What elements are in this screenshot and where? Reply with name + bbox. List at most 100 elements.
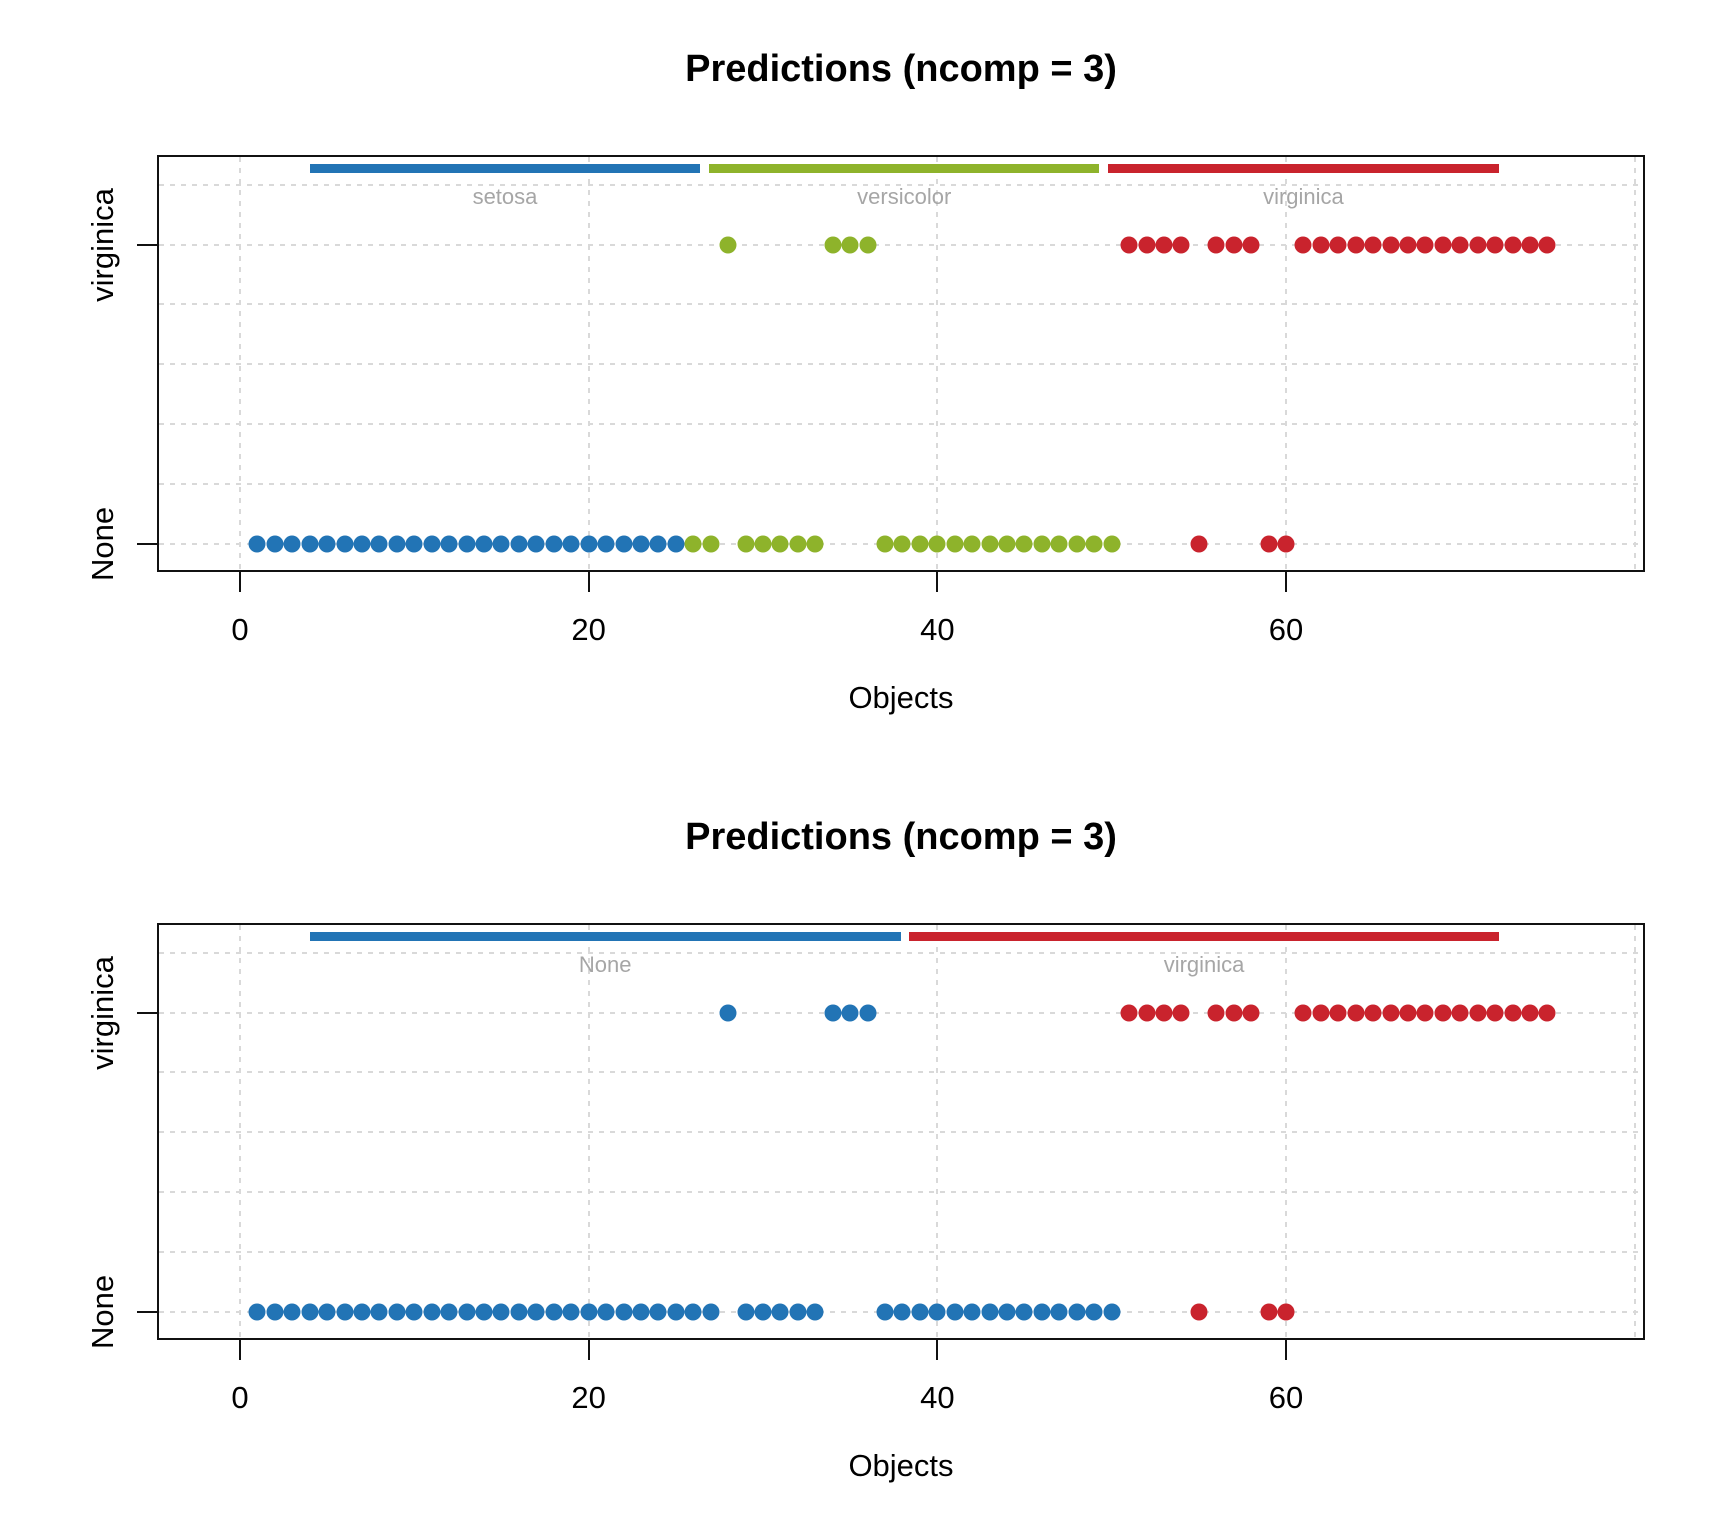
data-point <box>388 1303 406 1321</box>
data-point <box>527 1303 545 1321</box>
data-point <box>1416 1004 1434 1022</box>
data-point <box>510 535 528 553</box>
data-point <box>440 535 458 553</box>
data-point <box>911 535 929 553</box>
v-gridline <box>936 925 939 1338</box>
data-point <box>248 535 266 553</box>
data-point <box>283 535 301 553</box>
h-gridline <box>159 483 1643 485</box>
x-tick-label: 20 <box>571 612 606 647</box>
prediction-plot-top: Predictions (ncomp = 3) setosa versicolor… <box>85 48 1645 715</box>
data-point <box>1207 236 1225 254</box>
data-point <box>632 1303 650 1321</box>
data-point <box>597 1303 615 1321</box>
data-point <box>492 535 510 553</box>
reference-bar <box>909 932 1499 941</box>
data-point <box>789 535 807 553</box>
data-point <box>1138 1004 1156 1022</box>
data-point <box>684 535 702 553</box>
data-point <box>423 535 441 553</box>
data-point <box>667 1303 685 1321</box>
data-point <box>946 1303 964 1321</box>
data-point <box>702 1303 720 1321</box>
data-point <box>771 1303 789 1321</box>
data-point <box>702 535 720 553</box>
data-point <box>1277 535 1295 553</box>
data-point <box>1329 1004 1347 1022</box>
reference-bar <box>708 164 1100 173</box>
data-point <box>1538 236 1556 254</box>
data-point <box>981 535 999 553</box>
h-gridline <box>159 244 1643 246</box>
x-axis-title: Objects <box>848 680 954 715</box>
data-point <box>1434 236 1452 254</box>
data-point <box>1015 535 1033 553</box>
data-point <box>527 535 545 553</box>
prediction-plot-bottom: Predictions (ncomp = 3) None virginica 0 20… <box>0 768 1728 1536</box>
v-gridline <box>587 157 590 570</box>
data-point <box>1451 1004 1469 1022</box>
data-point <box>1504 236 1522 254</box>
plot-title: Predictions (ncomp = 3) <box>685 816 1117 858</box>
data-point <box>771 535 789 553</box>
v-gridline <box>1284 157 1287 570</box>
data-point <box>1364 236 1382 254</box>
data-point <box>1312 1004 1330 1022</box>
data-point <box>492 1303 510 1321</box>
data-point <box>266 535 284 553</box>
data-point <box>405 535 423 553</box>
v-gridline <box>1633 157 1636 570</box>
reference-bar <box>309 932 901 941</box>
x-tick-label: 0 <box>231 612 249 647</box>
data-point <box>963 1303 981 1321</box>
data-point <box>458 1303 476 1321</box>
data-point <box>1312 236 1330 254</box>
data-point <box>824 1004 842 1022</box>
data-point <box>283 1303 301 1321</box>
y-tick-label: virginica <box>85 956 120 1070</box>
data-point <box>649 1303 667 1321</box>
x-tick-label: 60 <box>1268 1380 1304 1415</box>
data-point <box>1382 1004 1400 1022</box>
data-point <box>1260 535 1278 553</box>
h-gridline <box>159 184 1643 186</box>
data-point <box>911 1303 929 1321</box>
data-point <box>841 236 859 254</box>
data-point <box>301 1303 319 1321</box>
x-tick-label: 60 <box>1268 612 1304 647</box>
data-point <box>1225 1004 1243 1022</box>
h-gridline <box>159 1131 1643 1133</box>
data-point <box>597 535 615 553</box>
data-point <box>545 1303 563 1321</box>
data-point <box>649 535 667 553</box>
data-point <box>1538 1004 1556 1022</box>
data-point <box>667 535 685 553</box>
data-point <box>562 1303 580 1321</box>
data-point <box>1469 236 1487 254</box>
x-tick <box>936 1340 939 1360</box>
x-tick <box>239 572 241 592</box>
v-gridline <box>587 925 590 1338</box>
data-point <box>1085 1303 1103 1321</box>
y-tick <box>137 543 157 545</box>
reference-bar <box>309 164 701 173</box>
y-tick-label: virginica <box>85 188 120 302</box>
data-point <box>1242 236 1260 254</box>
data-point <box>1068 535 1086 553</box>
x-axis-title: Objects <box>848 1448 954 1483</box>
data-point <box>1347 236 1365 254</box>
h-gridline <box>159 363 1643 365</box>
data-point <box>423 1303 441 1321</box>
data-point <box>353 535 371 553</box>
h-gridline <box>159 1012 1643 1014</box>
y-tick-label: None <box>85 1274 120 1350</box>
h-gridline <box>159 1191 1643 1193</box>
data-point <box>580 535 598 553</box>
data-point <box>754 535 772 553</box>
data-point <box>370 535 388 553</box>
data-point <box>806 1303 824 1321</box>
data-point <box>458 535 476 553</box>
data-point <box>1434 1004 1452 1022</box>
data-point <box>1399 1004 1417 1022</box>
